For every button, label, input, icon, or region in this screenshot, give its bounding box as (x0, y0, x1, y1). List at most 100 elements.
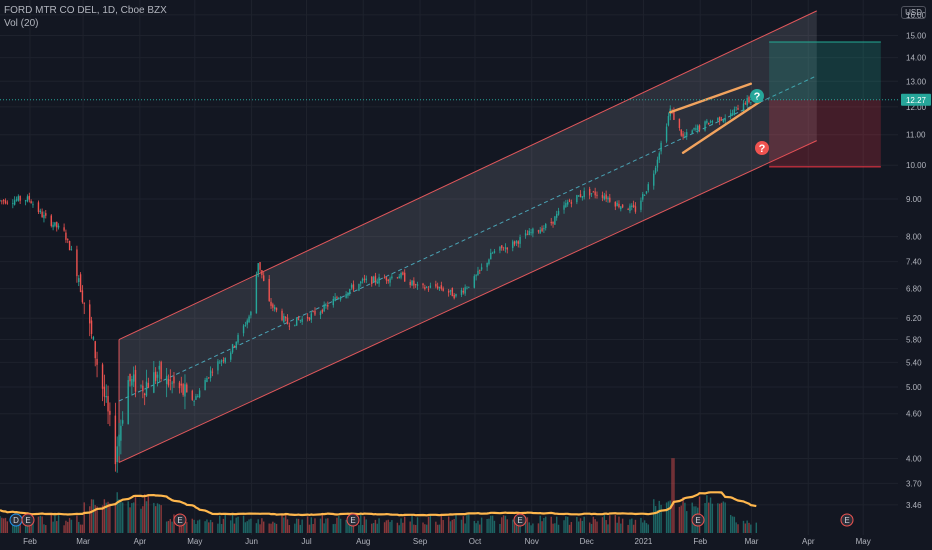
volume-bar (321, 515, 324, 533)
volume-bar (422, 522, 424, 533)
volume-bar (486, 518, 488, 533)
candle-body (224, 357, 226, 363)
candle-body (451, 287, 454, 297)
candle-body (32, 204, 34, 206)
earnings-icon[interactable]: E (513, 513, 527, 527)
volume-bar (449, 521, 452, 533)
candle-body (171, 382, 173, 384)
volume-bar (667, 501, 670, 533)
candle-body (273, 307, 276, 310)
volume-bar (737, 524, 739, 533)
candle-body (147, 382, 150, 388)
volume-bar (383, 522, 386, 533)
volume-bar (32, 520, 34, 533)
candle-body (550, 221, 552, 224)
volume-bar (222, 518, 225, 533)
candle-body (557, 211, 560, 215)
candle-body (409, 281, 411, 286)
candle-body (594, 191, 596, 196)
last-price-tag (901, 93, 931, 106)
volume-bar (319, 518, 322, 533)
candle-body (570, 202, 573, 204)
volume-bar (684, 502, 686, 533)
candle-body (1, 200, 3, 202)
candle-body (153, 372, 155, 393)
candle-body (345, 294, 347, 298)
candle-body (378, 277, 380, 284)
symbol-title[interactable]: FORD MTR CO DEL, 1D, Cboe BZX (4, 5, 167, 16)
volume-bar (56, 521, 58, 533)
volume-bar (603, 514, 606, 533)
candle-body (129, 373, 131, 382)
candle-body (169, 379, 172, 381)
volume-bar (627, 524, 629, 533)
svg-text:E: E (25, 516, 30, 525)
candle-body (601, 194, 604, 198)
candle-body (15, 199, 18, 201)
volume-bar (550, 516, 552, 533)
currency-badge[interactable]: USD (901, 6, 926, 19)
volume-indicator-label[interactable]: Vol (20) (4, 18, 39, 29)
volume-bar (147, 494, 150, 533)
volume-bar (435, 521, 437, 533)
earnings-icon[interactable]: E (840, 513, 854, 527)
target-question-icon[interactable]: ? (750, 89, 764, 103)
earnings-icon[interactable]: E (173, 513, 187, 527)
volume-bar (720, 502, 723, 533)
svg-text:E: E (350, 516, 355, 525)
candle-body (246, 320, 248, 325)
volume-bar (114, 502, 117, 533)
volume-bar (153, 502, 155, 533)
dividend-icon[interactable]: D (9, 513, 23, 527)
volume-bar (160, 505, 162, 533)
volume-bar (524, 516, 527, 533)
candle-body (645, 191, 648, 194)
time-tick-label: Dec (580, 537, 594, 546)
candle-body (180, 383, 183, 386)
volume-bar (283, 517, 285, 533)
last-price-line: 12.27 (0, 93, 931, 106)
volume-bar (629, 519, 631, 533)
candle-body (332, 298, 334, 306)
event-markers: ??D E E E E E E (9, 89, 854, 527)
volume-bar (447, 516, 450, 533)
volume-bar (438, 524, 441, 533)
candle-body (682, 133, 684, 137)
candle-body (488, 259, 490, 265)
stop-question-icon[interactable]: ? (755, 141, 769, 155)
candle-body (440, 285, 443, 289)
volume-bar (334, 523, 336, 533)
volume-bar (339, 518, 342, 533)
volume-bar (413, 524, 415, 533)
candle-body (372, 276, 375, 283)
earnings-icon[interactable]: E (691, 513, 705, 527)
rising-wedge (669, 82, 762, 154)
candle-body (499, 246, 501, 251)
volume-bar (669, 500, 671, 533)
candle-body (41, 211, 43, 218)
candle-body (742, 103, 745, 112)
volume-bar (262, 521, 265, 533)
volume-bar (233, 523, 236, 533)
candle-body (425, 287, 428, 289)
volume-bar (491, 515, 494, 533)
volume-bar (338, 516, 340, 533)
candle-body (695, 128, 697, 130)
volume-bar (658, 500, 660, 533)
earnings-icon[interactable]: E (346, 513, 360, 527)
candle-body (654, 167, 657, 173)
candle-body (376, 281, 378, 284)
wedge-lower-line (681, 100, 762, 154)
candle-body (204, 379, 206, 391)
candle-body (360, 281, 362, 284)
volume-bar (169, 519, 172, 533)
candle-body (528, 230, 530, 235)
svg-text:E: E (695, 516, 700, 525)
candle-body (588, 188, 591, 196)
candle-body (248, 316, 250, 323)
earnings-icon[interactable]: E (21, 513, 35, 527)
volume-bar (90, 499, 93, 533)
volume-bar (217, 523, 219, 533)
candle-body (616, 202, 618, 207)
